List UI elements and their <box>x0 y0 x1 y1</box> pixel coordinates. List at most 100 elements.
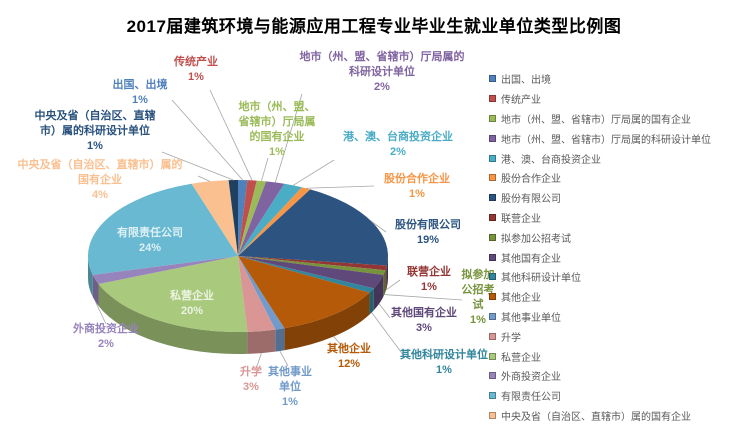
pie-slice <box>238 256 374 293</box>
legend-item: 其他科研设计单位 <box>489 267 711 287</box>
legend-item: 其他事业单位 <box>489 307 711 327</box>
label-leader-line <box>333 336 345 349</box>
label-leader-line <box>293 159 335 186</box>
pie-slice-side <box>383 270 386 297</box>
legend-swatch-icon <box>489 174 496 182</box>
legend-item: 中央及省（自治区、直辖市）属的国有企业 <box>489 406 711 426</box>
pie-slice-side <box>92 274 99 306</box>
pie-slice <box>88 183 239 275</box>
slice-inner-label: 私营企业 20% <box>170 290 214 318</box>
label-leader-line <box>274 93 303 183</box>
legend-label: 股份有限公司 <box>501 194 561 206</box>
pie-slice-side <box>98 283 248 354</box>
legend-swatch-icon <box>489 154 496 162</box>
legend-swatch-icon <box>489 253 496 261</box>
legend-label: 其他事业单位 <box>501 312 561 324</box>
legend-item: 私营企业 <box>489 346 711 366</box>
legend-label: 其他国有企业 <box>501 253 561 265</box>
pie-slice <box>238 181 285 256</box>
legend-item: 传统产业 <box>489 89 711 109</box>
legend-label: 有限责任公司 <box>501 392 561 404</box>
legend-swatch-icon <box>489 194 496 202</box>
label-leader-line <box>161 151 234 181</box>
legend-swatch-icon <box>489 273 496 281</box>
pie-slice <box>238 256 386 275</box>
legend-item: 其他国有企业 <box>489 247 711 267</box>
label-leader-line <box>371 312 405 357</box>
legend-swatch-icon <box>489 213 496 221</box>
pie-slice-side <box>284 292 370 351</box>
legend-label: 中央及省（自治区、直辖市）属的国有企业 <box>501 411 691 423</box>
label-leader-line <box>94 301 107 325</box>
legend-swatch-icon <box>489 95 496 103</box>
pie-slice <box>238 180 248 256</box>
legend-swatch-icon <box>489 312 496 320</box>
label-leader-line <box>261 157 269 182</box>
pie-slice <box>238 187 311 256</box>
label-leader-line <box>306 185 375 189</box>
legend: 出国、出境传统产业地市（州、盟、省辖市）厅局属的国有企业地市（州、盟、省辖市）厅… <box>489 69 711 425</box>
pie-slice <box>238 256 370 329</box>
legend-item: 港、澳、台商投资企业 <box>489 148 711 168</box>
label-leader-line <box>371 221 387 233</box>
label-leader-line <box>378 303 391 319</box>
pie-slice <box>238 189 388 266</box>
chart-title: 2017届建筑环境与能源应用工程专业毕业生就业单位类型比例图 <box>126 17 622 36</box>
legend-label: 私营企业 <box>501 352 541 364</box>
pie-slice <box>238 256 276 332</box>
legend-item: 联营企业 <box>489 208 711 228</box>
legend-swatch-icon <box>489 75 496 83</box>
pie-slice-side <box>247 329 276 354</box>
legend-label: 其他科研设计单位 <box>501 273 581 285</box>
pie-slice <box>238 256 384 289</box>
pie-slice-side <box>373 274 384 311</box>
pie-slice <box>238 183 302 256</box>
legend-item: 有限责任公司 <box>489 386 711 406</box>
legend-item: 升学 <box>489 326 711 346</box>
legend-item: 拟参加公招考试 <box>489 227 711 247</box>
pie-slice <box>238 180 257 256</box>
legend-label: 地市（州、盟、省辖市）厅局属的国有企业 <box>501 114 691 126</box>
pie-slice <box>191 180 238 256</box>
legend-item: 其他企业 <box>489 287 711 307</box>
legend-item: 股份合作企业 <box>489 168 711 188</box>
pie-slice <box>228 180 238 256</box>
pie-slice-side <box>275 328 285 352</box>
legend-swatch-icon <box>489 114 496 122</box>
legend-swatch-icon <box>489 233 496 241</box>
slice-inner-label: 有限责任公司 24% <box>117 227 183 255</box>
legend-label: 升学 <box>501 332 521 344</box>
legend-label: 拟参加公招考试 <box>501 233 571 245</box>
pie-slice <box>238 180 267 256</box>
legend-item: 地市（州、盟、省辖市）厅局属的科研设计单位 <box>489 128 711 148</box>
pie-slice <box>238 256 285 330</box>
legend-swatch-icon <box>489 392 496 400</box>
label-leader-line <box>197 175 211 182</box>
legend-label: 港、澳、台商投资企业 <box>501 154 601 166</box>
legend-swatch-icon <box>489 372 496 380</box>
label-leader-line <box>209 89 253 181</box>
pie-slice-side <box>386 256 389 288</box>
legend-swatch-icon <box>489 293 496 301</box>
legend-label: 传统产业 <box>501 95 541 107</box>
pie-slice <box>98 256 248 332</box>
legend-item: 股份有限公司 <box>489 188 711 208</box>
label-leader-line <box>171 99 244 181</box>
legend-swatch-icon <box>489 411 496 419</box>
pie-slice <box>92 256 238 284</box>
label-leader-line <box>279 350 289 367</box>
legend-label: 地市（州、盟、省辖市）厅局属的科研设计单位 <box>501 134 711 146</box>
pie-slice-side <box>385 265 387 293</box>
legend-swatch-icon <box>489 134 496 142</box>
legend-label: 外商投资企业 <box>501 372 561 384</box>
pie-slice <box>238 256 387 271</box>
label-leader-line <box>385 279 401 291</box>
label-leader-line <box>384 294 463 301</box>
legend-label: 出国、出境 <box>501 75 551 87</box>
legend-item: 出国、出境 <box>489 69 711 89</box>
legend-swatch-icon <box>489 332 496 340</box>
pie-slice-side <box>369 288 374 315</box>
legend-label: 联营企业 <box>501 213 541 225</box>
legend-label: 其他企业 <box>501 293 541 305</box>
